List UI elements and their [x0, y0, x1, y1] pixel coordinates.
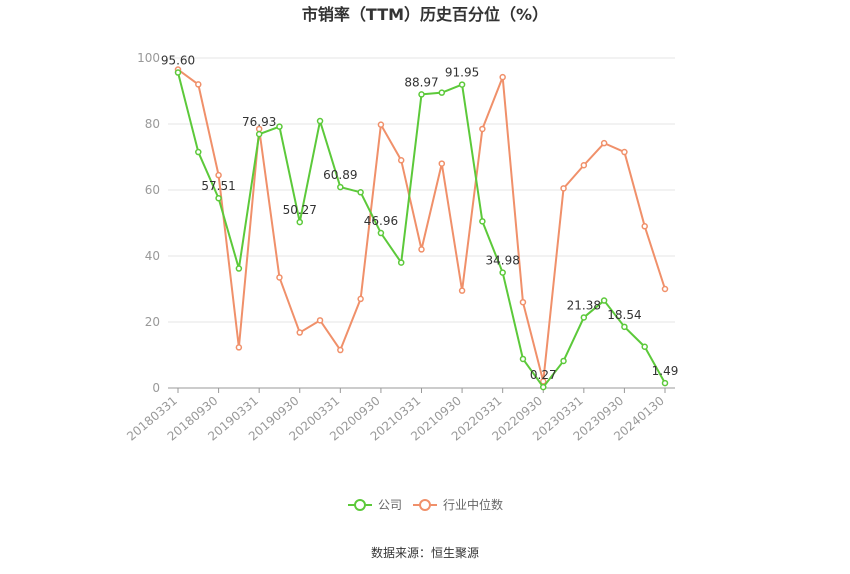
company-point[interactable]	[357, 189, 364, 196]
data-label: 21.38	[567, 298, 601, 312]
legend-label-industry: 行业中位数	[443, 497, 503, 512]
legend: 公司 行业中位数	[348, 497, 503, 512]
data-source: 数据来源：恒生聚源	[371, 545, 479, 560]
industry-point[interactable]	[195, 81, 202, 88]
company-point[interactable]	[276, 123, 283, 130]
company-point[interactable]	[600, 297, 608, 304]
data-label: 91.95	[445, 66, 479, 80]
company-point[interactable]	[418, 91, 425, 98]
y-tick-label: 100	[137, 51, 160, 65]
industry-point[interactable]	[519, 298, 527, 306]
company-point[interactable]	[174, 69, 182, 76]
data-label: 50.27	[283, 203, 317, 217]
legend-item-industry[interactable]: 行业中位数	[413, 497, 503, 512]
legend-label-company: 公司	[378, 498, 402, 512]
data-label: 34.98	[485, 254, 519, 268]
industry-point[interactable]	[296, 329, 303, 336]
industry-point[interactable]	[316, 317, 324, 324]
industry-point[interactable]	[276, 274, 283, 281]
data-label: 46.96	[364, 214, 398, 228]
y-tick-label: 0	[152, 381, 160, 395]
industry-point[interactable]	[215, 171, 222, 179]
industry-point[interactable]	[235, 344, 243, 351]
industry-point[interactable]	[377, 121, 385, 128]
industry-point[interactable]	[661, 285, 669, 293]
industry-point[interactable]	[600, 139, 608, 147]
y-tick-label: 20	[145, 315, 160, 329]
company-point[interactable]	[195, 148, 202, 156]
company-point[interactable]	[661, 379, 669, 387]
y-tick-label: 60	[145, 183, 160, 197]
y-axis: 0 20 40 60 80 100	[137, 51, 160, 395]
company-point[interactable]	[397, 259, 405, 266]
company-point[interactable]	[499, 269, 506, 276]
company-point[interactable]	[377, 229, 385, 237]
industry-point[interactable]	[560, 185, 567, 192]
company-point[interactable]	[540, 383, 547, 391]
industry-point[interactable]	[418, 246, 425, 253]
data-labels: 95.60 57.51 76.93 50.27 60.89 46.96 88.97 91.95…	[161, 54, 679, 383]
data-label: 18.54	[607, 308, 641, 322]
data-label: 0.27	[530, 368, 557, 382]
company-point[interactable]	[580, 314, 588, 321]
company-point[interactable]	[479, 218, 486, 225]
data-label: 76.93	[242, 115, 276, 129]
company-point[interactable]	[641, 343, 648, 350]
company-point[interactable]	[519, 355, 527, 363]
y-tick-label: 40	[145, 249, 160, 263]
industry-point[interactable]	[458, 287, 466, 294]
data-label: 95.60	[161, 54, 195, 68]
company-point[interactable]	[621, 323, 628, 331]
data-label: 60.89	[323, 168, 357, 182]
industry-point[interactable]	[438, 160, 446, 167]
industry-point[interactable]	[621, 148, 628, 156]
legend-item-company[interactable]: 公司	[348, 498, 402, 512]
company-point[interactable]	[316, 117, 324, 125]
company-point[interactable]	[235, 265, 243, 272]
industry-point[interactable]	[357, 295, 364, 303]
company-point[interactable]	[215, 194, 222, 202]
company-point[interactable]	[560, 357, 567, 365]
company-point[interactable]	[337, 183, 344, 191]
industry-point[interactable]	[641, 223, 648, 230]
industry-point[interactable]	[479, 125, 486, 133]
y-tick-label: 80	[145, 117, 160, 131]
company-point[interactable]	[438, 89, 446, 96]
industry-point[interactable]	[337, 346, 344, 354]
data-label: 1.49	[652, 364, 679, 378]
data-label: 57.51	[201, 179, 235, 193]
data-label: 88.97	[404, 75, 438, 89]
industry-point[interactable]	[499, 73, 506, 81]
x-axis: 2018033120180930201903312019093020200331…	[124, 387, 675, 444]
company-point[interactable]	[255, 130, 263, 138]
company-point[interactable]	[458, 81, 466, 88]
series-company	[174, 69, 669, 391]
industry-point[interactable]	[397, 157, 405, 164]
company-point[interactable]	[296, 218, 303, 226]
industry-point[interactable]	[580, 162, 588, 169]
chart-title: 市销率（TTM）历史百分位（%）	[302, 5, 548, 24]
